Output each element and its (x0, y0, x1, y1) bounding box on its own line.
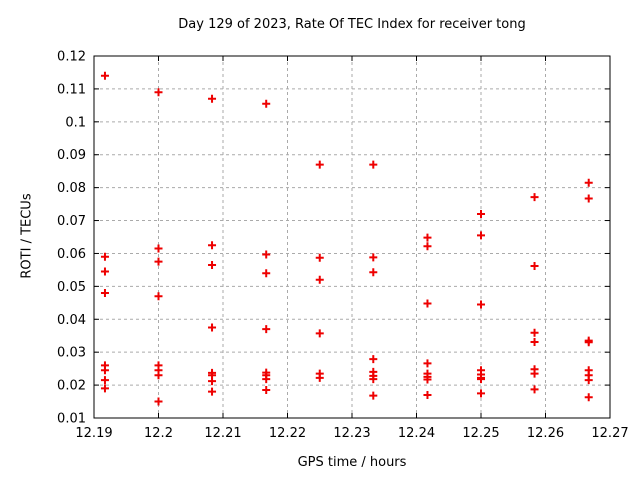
y-tick-label: 0.08 (57, 181, 86, 196)
data-point (530, 337, 539, 346)
data-point (100, 71, 109, 80)
data-point (315, 253, 324, 262)
data-point (423, 375, 432, 384)
data-point (369, 268, 378, 277)
data-point (369, 160, 378, 169)
data-point (208, 260, 217, 269)
data-point (154, 88, 163, 97)
y-tick-label: 0.01 (57, 412, 86, 427)
data-point (154, 292, 163, 301)
y-tick-label: 0.12 (57, 50, 86, 65)
chart-title: Day 129 of 2023, Rate Of TEC Index for r… (178, 17, 526, 32)
data-point (262, 375, 271, 384)
data-point (477, 209, 485, 218)
data-point (584, 338, 593, 347)
y-tick-label: 0.04 (57, 313, 86, 328)
x-tick-label: 12.23 (333, 426, 370, 441)
data-point (477, 389, 485, 398)
y-tick-label: 0.07 (57, 214, 86, 229)
data-point (315, 160, 324, 169)
data-point (262, 325, 271, 334)
data-point (100, 366, 109, 375)
data-point (584, 393, 593, 402)
x-tick-label: 12.2 (144, 426, 173, 441)
data-point (208, 377, 217, 386)
data-point (369, 355, 378, 364)
data-point (100, 267, 109, 276)
data-point (477, 300, 485, 309)
x-axis-label: GPS time / hours (297, 455, 407, 470)
data-point (530, 261, 539, 270)
data-point (369, 253, 378, 262)
data-point (477, 375, 485, 384)
data-point (100, 384, 109, 393)
data-point (315, 329, 324, 338)
data-point (423, 390, 432, 399)
data-point (369, 375, 378, 384)
data-point (315, 373, 324, 382)
data-point (262, 99, 271, 108)
y-tick-label: 0.02 (57, 379, 86, 394)
data-point (262, 386, 271, 395)
data-point (530, 328, 539, 337)
data-point (423, 359, 432, 368)
x-tick-label: 12.19 (75, 426, 112, 441)
data-point (584, 376, 593, 385)
y-tick-label: 0.06 (57, 247, 86, 262)
data-point (154, 397, 163, 406)
data-point (423, 299, 432, 308)
y-tick-label: 0.1 (65, 115, 86, 130)
data-point (208, 387, 217, 396)
data-point (584, 178, 593, 187)
data-point (208, 94, 217, 103)
data-point (100, 252, 109, 261)
x-tick-label: 12.21 (204, 426, 241, 441)
data-point (208, 241, 217, 250)
y-tick-label: 0.03 (57, 346, 86, 361)
data-point (369, 391, 378, 400)
y-tick-label: 0.11 (57, 82, 86, 97)
data-point (262, 250, 271, 259)
data-point (100, 288, 109, 297)
x-tick-label: 12.25 (462, 426, 499, 441)
y-tick-label: 0.05 (57, 280, 86, 295)
data-point (423, 242, 432, 251)
data-point (477, 231, 485, 240)
data-point (584, 194, 593, 203)
data-point (530, 193, 539, 202)
x-tick-label: 12.22 (269, 426, 306, 441)
y-axis-label: ROTI / TECUs (19, 193, 35, 279)
x-tick-label: 12.27 (591, 426, 628, 441)
data-point (208, 323, 217, 332)
data-point (262, 269, 271, 278)
data-point (530, 369, 539, 378)
data-point (154, 371, 163, 380)
data-point (154, 244, 163, 253)
data-point (154, 257, 163, 266)
y-tick-label: 0.09 (57, 148, 86, 163)
data-point (315, 275, 324, 284)
data-point (530, 385, 539, 394)
data-point (423, 233, 432, 242)
x-tick-label: 12.26 (527, 426, 564, 441)
x-tick-label: 12.24 (398, 426, 435, 441)
data-point (100, 376, 109, 385)
